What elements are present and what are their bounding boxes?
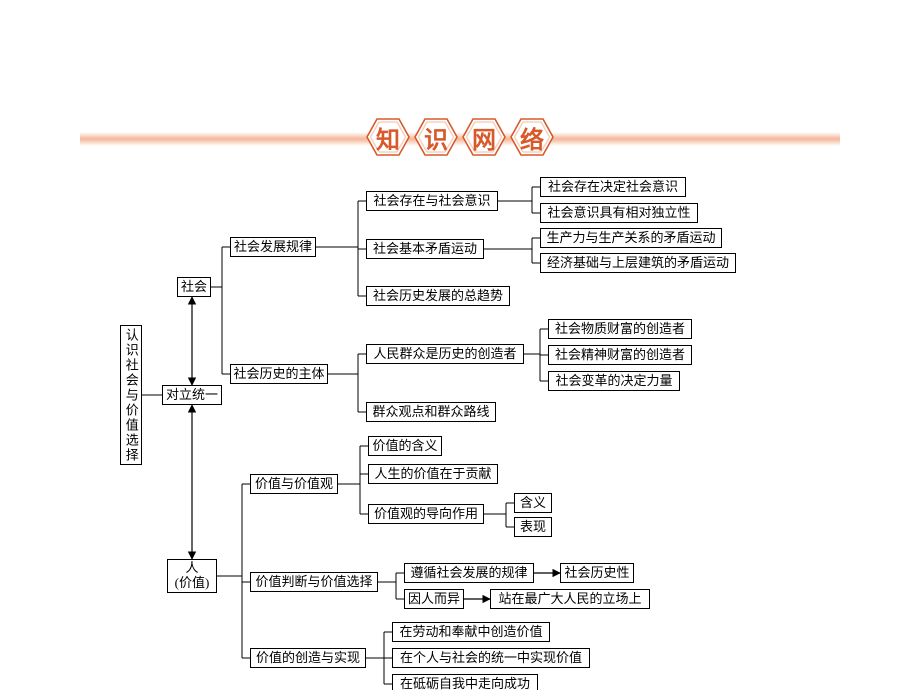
node-differ: 因人而异 bbox=[404, 589, 464, 609]
node-follow: 遵循社会发展的规律 bbox=[404, 563, 534, 583]
node-c2: 经济基础与上层建筑的矛盾运动 bbox=[540, 253, 736, 273]
node-vdedi: 人生的价值在于贡献 bbox=[368, 464, 498, 484]
node-exist: 社会存在与社会意识 bbox=[366, 191, 498, 211]
node-r2: 在个人与社会的统一中实现价值 bbox=[392, 648, 590, 668]
node-mline: 群众观点和群众路线 bbox=[366, 402, 496, 422]
node-soc: 社会 bbox=[177, 277, 211, 297]
node-e1: 社会存在决定社会意识 bbox=[540, 177, 686, 197]
node-contr: 社会基本矛盾运动 bbox=[366, 239, 484, 259]
node-r1: 在劳动和奉献中创造价值 bbox=[392, 622, 550, 642]
node-root: 认识社会与价值选择 bbox=[120, 325, 142, 465]
node-g2: 表现 bbox=[514, 517, 552, 537]
node-m1: 社会物质财富的创造者 bbox=[548, 319, 692, 339]
node-vmean: 价值的含义 bbox=[368, 436, 442, 456]
node-vguid: 价值观的导向作用 bbox=[368, 504, 484, 524]
node-oppo: 对立统一 bbox=[162, 385, 222, 405]
node-devlaw: 社会发展规律 bbox=[230, 237, 316, 257]
node-hist: 社会历史性 bbox=[560, 563, 634, 583]
node-trend: 社会历史发展的总趋势 bbox=[366, 286, 510, 306]
node-vv: 价值与价值观 bbox=[250, 474, 338, 494]
node-stand: 站在最广大人民的立场上 bbox=[490, 589, 650, 609]
node-e2: 社会意识具有相对独立性 bbox=[540, 203, 698, 223]
node-m3: 社会变革的决定力量 bbox=[548, 371, 680, 391]
node-r3: 在砥砺自我中走向成功 bbox=[392, 674, 538, 690]
node-c1: 生产力与生产关系的矛盾运动 bbox=[540, 228, 722, 248]
diagram-stage: 知识网络 认识社会与价值选择对立统一社会人 (价值)社会发展规律社会历史的主体社… bbox=[0, 0, 920, 690]
node-person: 人 (价值) bbox=[167, 559, 217, 593]
node-mass: 人民群众是历史的创造者 bbox=[366, 344, 524, 364]
node-vreal: 价值的创造与实现 bbox=[250, 648, 366, 668]
node-hsubj: 社会历史的主体 bbox=[230, 364, 328, 384]
node-m2: 社会精神财富的创造者 bbox=[548, 345, 692, 365]
node-vjudg: 价值判断与价值选择 bbox=[250, 572, 378, 592]
node-g1: 含义 bbox=[514, 493, 552, 513]
